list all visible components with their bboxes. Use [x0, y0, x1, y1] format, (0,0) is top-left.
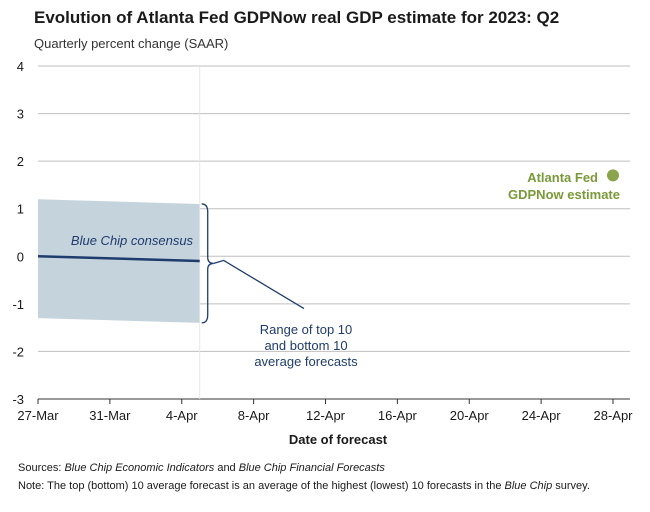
x-tick-label: 4-Apr: [166, 408, 198, 423]
y-tick-label: 3: [17, 107, 24, 122]
x-tick-label: 16-Apr: [378, 408, 418, 423]
sources-prefix: Sources:: [18, 462, 65, 474]
x-tick-label: 20-Apr: [450, 408, 490, 423]
consensus-line: [37, 255, 200, 263]
y-tick-label: 4: [17, 59, 24, 74]
sources-italic-2: Blue Chip Financial Forecasts: [238, 462, 385, 474]
chart-subtitle: Quarterly percent change (SAAR): [34, 36, 229, 51]
range-leader-line: [213, 259, 305, 310]
y-tick-label: -1: [12, 297, 24, 312]
y-tick-label: 2: [17, 154, 24, 169]
gdp-chart: 4 3 2 1 0 -1 -2 -327-Mar 31-Mar 4-Apr 8-Apr 12-Apr 1…: [12, 59, 633, 447]
sources-note: Sources: Blue Chip Economic Indicators a…: [18, 462, 385, 474]
x-tick-label: 31-Mar: [89, 408, 131, 423]
sources-mid: and: [214, 462, 239, 474]
x-tick-label: 27-Mar: [17, 408, 59, 423]
chart-title: Evolution of Atlanta Fed GDPNow real GDP…: [34, 8, 560, 27]
gdpnow-label-line1: Atlanta Fed: [527, 170, 598, 185]
x-tick-label: 12-Apr: [306, 408, 346, 423]
gdpnow-point: [607, 169, 619, 182]
note-suffix: survey.: [552, 480, 590, 492]
note-italic: Blue Chip: [504, 480, 553, 492]
note-prefix: Note: The top (bottom) 10 average foreca…: [18, 480, 505, 492]
x-tick-label: 24-Apr: [522, 408, 562, 423]
y-tick-label: 0: [17, 249, 24, 264]
y-tick-label: -3: [12, 392, 24, 407]
y-tick-label: 1: [17, 202, 24, 217]
range-band: [38, 199, 200, 323]
range-label-line: Range of top 10: [260, 322, 353, 337]
gdpnow-label-line2: GDPNow estimate: [508, 187, 620, 202]
footnote: Note: The top (bottom) 10 average foreca…: [18, 480, 590, 492]
x-axis-label: Date of forecast: [289, 432, 388, 447]
sources-italic-1: Blue Chip Economic Indicators: [64, 462, 215, 474]
range-label-line: average forecasts: [254, 354, 358, 369]
x-tick-label: 28-Apr: [593, 408, 633, 423]
range-bracket: [201, 203, 214, 324]
consensus-label: Blue Chip consensus: [71, 233, 194, 248]
x-tick-label: 8-Apr: [238, 408, 270, 423]
y-tick-label: -2: [12, 344, 24, 359]
range-label-line: and bottom 10: [264, 338, 347, 353]
